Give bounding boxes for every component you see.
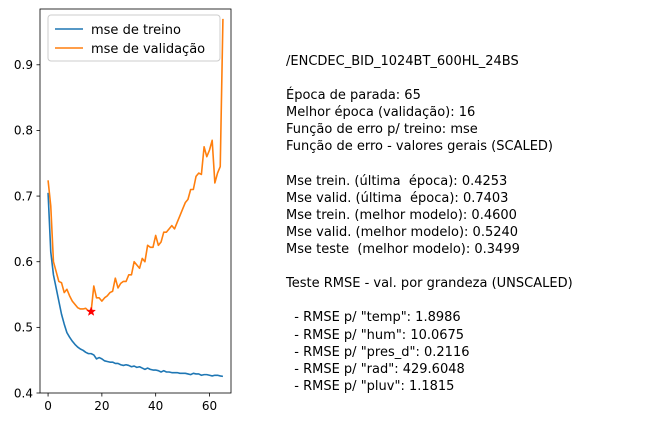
info-line: Mse teste (melhor modelo): 0.3499 [286,242,520,258]
info-line: Função de erro - valores gerais (SCALED) [286,139,554,155]
info-line [286,70,573,87]
x-tick-label: 40 [148,399,163,413]
info-line: - RMSE p/ "hum": 10.0675 [286,327,465,343]
info-line [286,292,573,309]
x-tick-label: 60 [202,399,217,413]
training-summary: /ENCDEC_BID_1024BT_600HL_24BS Época de pa… [286,53,573,395]
info-line: Função de erro p/ treino: mse [286,122,478,138]
info-line: Melhor época (validação): 16 [286,105,476,121]
y-tick-label: 0.4 [14,386,33,400]
x-tick-label: 20 [94,399,109,413]
x-axis: 0 20 40 60 [44,393,217,413]
y-tick-label: 0.5 [14,321,33,335]
legend-label-validation: mse de validação [91,42,205,57]
info-line: - RMSE p/ "temp": 1.8986 [286,310,461,326]
info-line: - RMSE p/ "pres_d": 0.2116 [286,344,470,360]
info-line: - RMSE p/ "pluv": 1.1815 [286,378,455,394]
y-tick-label: 0.7 [14,189,33,203]
info-line: Teste RMSE - val. por grandeza (UNSCALED… [286,276,573,292]
info-line: - RMSE p/ "rad": 429.6048 [286,361,465,377]
y-axis: 0.4 0.5 0.6 0.7 0.8 0.9 [14,58,40,400]
legend: mse de treino mse de validação [47,14,221,62]
info-line: /ENCDEC_BID_1024BT_600HL_24BS [286,54,519,69]
y-tick-label: 0.8 [14,124,33,138]
info-line: Mse valid. (melhor modelo): 0.5240 [286,224,519,240]
info-line: Mse valid. (última época): 0.7403 [286,190,509,206]
info-line: Mse trein. (última época): 0.4253 [286,173,508,189]
series-layer [47,18,224,378]
plot-frame [39,8,232,394]
info-line: Época de parada: 65 [286,88,421,104]
series-line-0 [47,192,224,378]
x-tick-label: 0 [44,399,52,413]
info-line [286,258,573,275]
y-tick-label: 0.9 [14,58,33,72]
info-line: Mse trein. (melhor modelo): 0.4600 [286,207,517,223]
best-epoch-marker [86,306,97,316]
marker-layer [86,306,97,316]
legend-box [47,14,221,62]
series-line-1 [47,18,224,313]
info-line [286,156,573,173]
y-tick-label: 0.6 [14,255,33,269]
legend-label-train: mse de treino [91,23,181,38]
